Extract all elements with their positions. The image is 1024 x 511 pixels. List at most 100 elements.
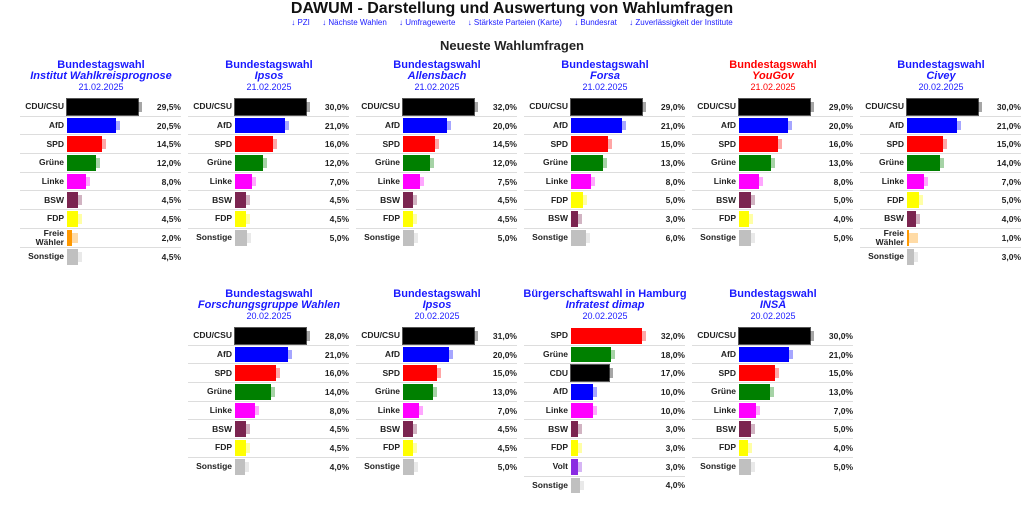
party-row: Sonstige 6,0% (524, 228, 685, 246)
party-value: 13,0% (487, 382, 517, 402)
panel-header[interactable]: Bundestagswahl YouGov 21.02.2025 (690, 60, 856, 93)
nav-link-bundesrat[interactable]: ↓ Bundesrat (574, 18, 617, 27)
party-label: FDP (356, 438, 403, 458)
party-row: Linke 7,0% (188, 172, 349, 192)
institute-name[interactable]: Forschungsgruppe Wahlen (197, 299, 341, 311)
previous-value-marker (265, 387, 275, 397)
panel-header[interactable]: Bundestagswahl Forsa 21.02.2025 (522, 60, 688, 93)
party-bar (907, 192, 919, 209)
panel-header[interactable]: Bürgerschaftswahl in Hamburg Infratest di… (522, 289, 688, 322)
party-bar (571, 328, 642, 344)
panel-header[interactable]: Bundestagswahl Ipsos 21.02.2025 (186, 59, 352, 93)
nav-link-institute-reliability[interactable]: ↓ Zuverlässigkeit der Institute (629, 18, 733, 27)
party-label: BSW (524, 209, 571, 229)
party-value: 3,0% (1001, 251, 1021, 262)
previous-value-marker (765, 158, 775, 168)
previous-value-marker (637, 102, 646, 112)
previous-value-marker (96, 139, 106, 150)
election-title: Bundestagswahl (225, 59, 313, 71)
party-bar (907, 211, 917, 227)
party-bar (571, 136, 608, 153)
institute-name[interactable]: Institut Wahlkreisprognose (30, 70, 172, 82)
poll-date: 21.02.2025 (750, 82, 796, 92)
bar-cell (235, 116, 319, 136)
party-value: 15,0% (991, 134, 1021, 155)
nav-link-strongest-parties-map[interactable]: ↓ Stärkste Parteien (Karte) (467, 18, 562, 27)
panel-header[interactable]: Bundestagswahl Civey 20.02.2025 (858, 60, 1024, 93)
party-bar (235, 365, 276, 382)
nav-link-next-elections[interactable]: ↓ Nächste Wahlen (322, 18, 387, 27)
party-bar (235, 155, 264, 171)
party-value: 14,5% (487, 134, 517, 155)
previous-value-marker (414, 176, 424, 187)
party-value: 1,0% (991, 228, 1021, 248)
previous-value-marker (408, 443, 418, 453)
party-row: AfD 20,0% (356, 345, 517, 365)
party-label: FDP (692, 209, 739, 229)
party-value: 12,0% (487, 153, 517, 173)
institute-name[interactable]: Forsa (590, 70, 620, 82)
party-label: BSW (20, 190, 67, 211)
party-value: 4,5% (487, 438, 517, 458)
bar-cell (571, 327, 655, 346)
institute-name[interactable]: Infratest dimap (565, 299, 645, 311)
panel-header[interactable]: Bundestagswahl Allensbach 21.02.2025 (354, 60, 520, 93)
institute-name[interactable]: Ipsos (422, 299, 452, 311)
party-bar (403, 346, 449, 363)
party-row: Linke 8,0% (524, 172, 685, 192)
nav-link-poll-values[interactable]: ↓ Umfragewerte (399, 18, 456, 27)
institute-name[interactable]: Civey (926, 70, 956, 82)
party-row: Sonstige 5,0% (356, 457, 517, 475)
bar-cell (907, 228, 991, 248)
bar-cell (67, 134, 151, 155)
previous-value-marker (769, 368, 779, 379)
party-value: 7,0% (487, 401, 517, 421)
nav-link-pzi[interactable]: ↓ PZI (291, 18, 310, 27)
party-bar (235, 173, 252, 190)
panel-header[interactable]: Bundestagswahl INSA 20.02.2025 (690, 289, 856, 322)
bar-cell (571, 153, 655, 173)
party-label: Sonstige (700, 232, 736, 243)
party-label: Grüne (188, 153, 235, 173)
previous-value-marker (573, 443, 582, 453)
party-label: BSW (188, 190, 235, 211)
institute-name[interactable]: INSA (759, 299, 787, 311)
previous-value-marker (909, 232, 918, 243)
party-label: FDP (524, 190, 571, 211)
party-value: 15,0% (487, 363, 517, 384)
institute-name[interactable]: YouGov (752, 70, 794, 82)
party-value: 4,5% (487, 419, 517, 440)
party-bar (570, 98, 643, 116)
party-label: CDU (524, 363, 571, 384)
panel-header[interactable]: Bundestagswahl Forschungsgruppe Wahlen 20.… (186, 289, 352, 322)
party-bar (67, 136, 102, 153)
poll-results-table: CDU/CSU 30,0% AfD 21,0% SPD 15,0% Grüne 13,0% Li… (692, 327, 853, 476)
party-row: SPD 15,0% (860, 134, 1021, 155)
institute-name[interactable]: Ipsos (254, 70, 284, 82)
party-row: Linke 7,0% (692, 401, 853, 421)
party-row: AfD 21,0% (692, 345, 853, 365)
party-row: Grüne 13,0% (356, 382, 517, 402)
panel-header[interactable]: Bundestagswahl Institut Wahlkreisprognose… (18, 60, 184, 93)
institute-name[interactable]: Allensbach (407, 70, 467, 82)
previous-value-marker (469, 331, 478, 341)
previous-value-marker (951, 120, 961, 131)
previous-value-marker (241, 232, 251, 243)
bar-cell (739, 438, 823, 458)
previous-value-marker (782, 120, 792, 131)
party-label: Volt (524, 457, 571, 477)
panel-header[interactable]: Bundestagswahl Ipsos 20.02.2025 (354, 289, 520, 322)
party-row: FDP 4,5% (20, 209, 181, 229)
party-value: 10,0% (655, 382, 685, 402)
party-bar (739, 421, 751, 438)
bar-cell (571, 457, 655, 477)
bar-cell (739, 345, 823, 365)
party-label: CDU/CSU (524, 98, 571, 117)
party-value: 13,0% (823, 382, 853, 402)
party-row: CDU/CSU 30,0% (860, 98, 1021, 117)
party-bar (739, 173, 759, 190)
party-bar (907, 229, 910, 246)
party-bar (66, 98, 139, 116)
party-label: SPD (524, 134, 571, 155)
bar-cell (235, 382, 319, 402)
